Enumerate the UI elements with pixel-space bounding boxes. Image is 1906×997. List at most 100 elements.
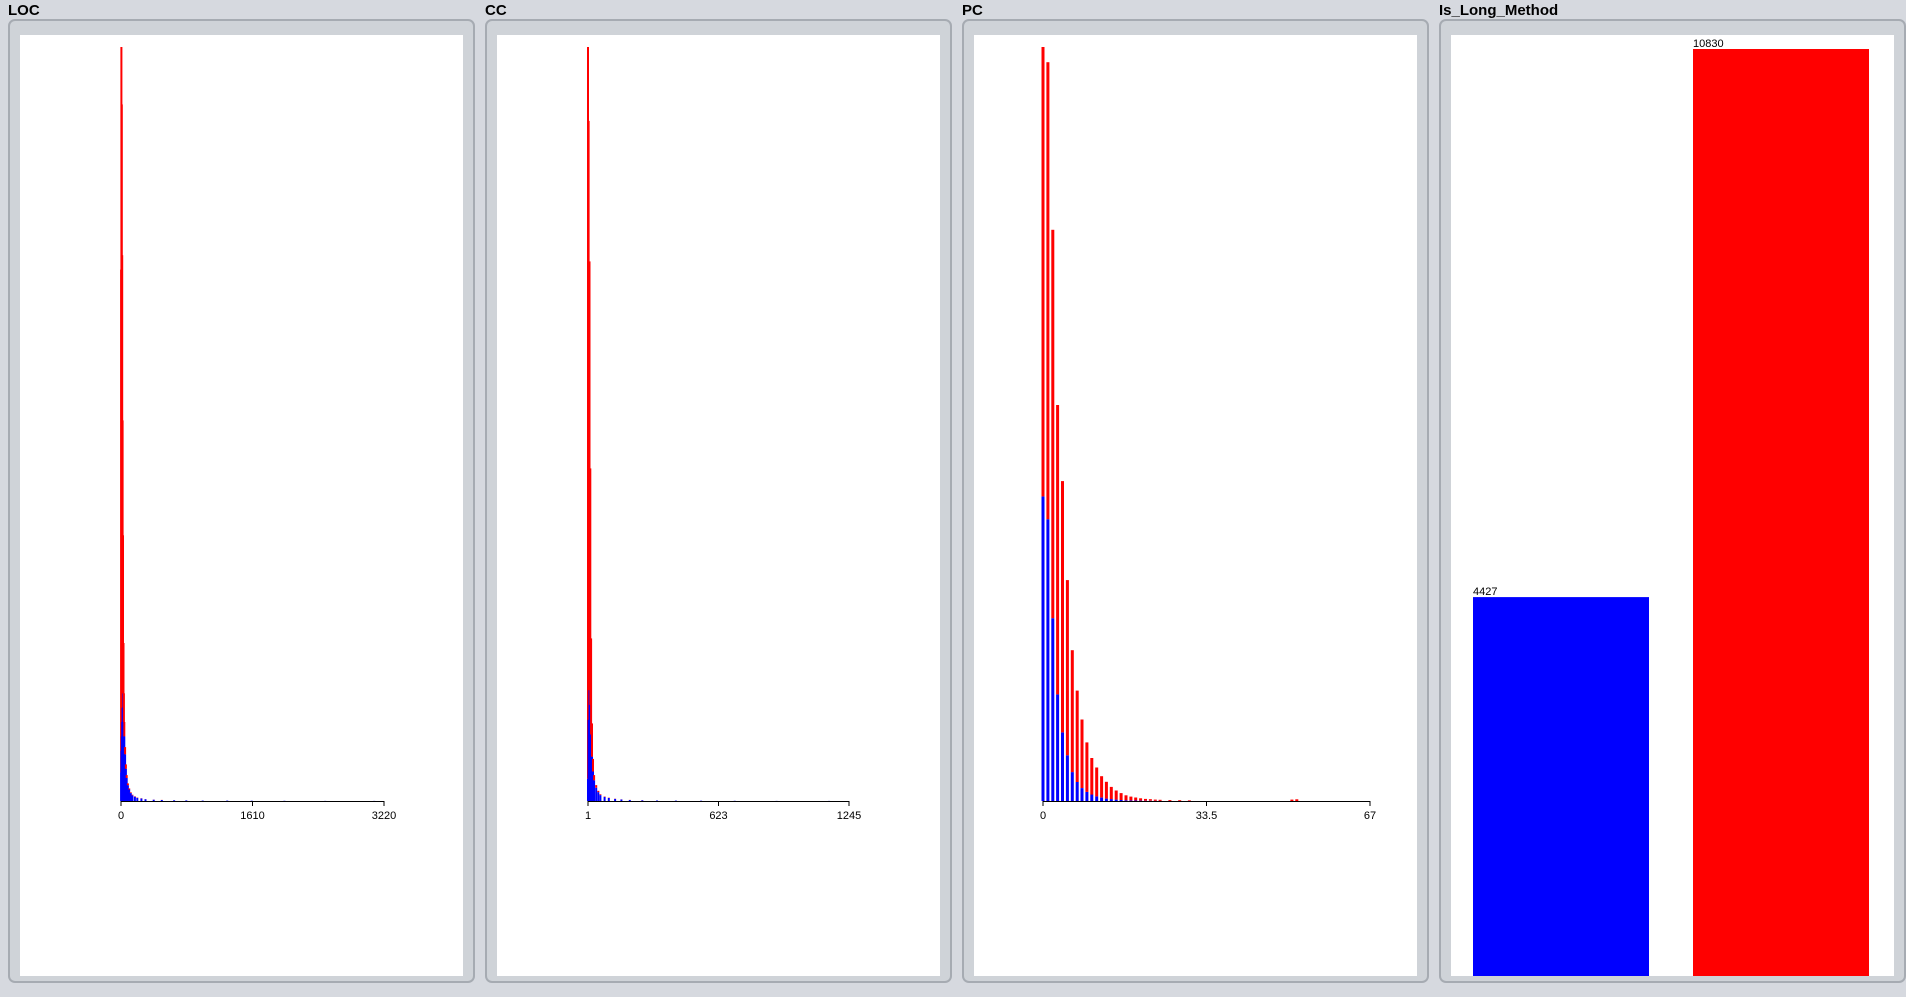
histogram-bar-red [599, 794, 602, 795]
histogram-bar-blue [607, 798, 610, 801]
panel-is-long-method: Is_Long_Method 4427 10830 [1437, 0, 1906, 997]
is-long-method-bar-chart: 4427 10830 [1473, 38, 1869, 976]
panel-title-is-long-method: Is_Long_Method [1439, 2, 1559, 19]
histogram-bar-blue [1065, 755, 1069, 801]
histogram-bar-red [1080, 719, 1084, 788]
histogram-bar-red [122, 643, 125, 708]
x-tick-label: 0 [1040, 810, 1046, 822]
histogram-bar-red [129, 792, 132, 794]
loc-histogram: 0 1610 3220 [118, 47, 396, 822]
histogram-bar-red [1158, 799, 1162, 801]
histogram-bar-blue [603, 796, 606, 801]
histogram-bar-blue [1070, 772, 1074, 801]
histogram-bar-blue [1085, 791, 1089, 801]
panel-pc: PC 0 33.5 67 [960, 0, 1439, 997]
histogram-bar-blue [1129, 800, 1133, 801]
histogram-bar-blue [133, 796, 136, 801]
histogram-bar-blue [1109, 799, 1113, 801]
histogram-bars [587, 47, 831, 801]
histogram-bar-red [1104, 781, 1108, 799]
histogram-bar-red [125, 775, 128, 778]
histogram-bar-red [1041, 47, 1045, 497]
histogram-bar-red [1187, 800, 1191, 801]
histogram-bar-red [1100, 776, 1104, 798]
panel-frame-loc: 0 1610 3220 [8, 19, 475, 983]
histogram-bar-red [131, 794, 134, 796]
histogram-bar-blue [620, 799, 623, 801]
histogram-bar-red [597, 790, 600, 793]
histogram-bars [1041, 47, 1299, 801]
panel-frame-pc: 0 33.5 67 [962, 19, 1429, 983]
histogram-bar-red [1109, 786, 1113, 800]
x-tick-label: 33.5 [1196, 810, 1217, 822]
histogram-bar-blue [1061, 732, 1064, 801]
panel-title-pc: PC [962, 2, 983, 19]
histogram-bar-red [595, 785, 598, 788]
panel-loc: LOC 0 1610 3220 [6, 0, 485, 997]
histogram-bar-blue [1046, 519, 1050, 801]
histogram-bar-blue [152, 799, 155, 801]
histogram-bar-red [1095, 767, 1099, 797]
histogram-bar-red [1148, 799, 1152, 801]
histogram-bar-blue [1056, 694, 1060, 801]
histogram-bar-blue [129, 793, 132, 801]
x-tick-label: 1245 [837, 810, 861, 822]
histogram-bar-red [590, 638, 593, 735]
histogram-bars [120, 47, 376, 801]
histogram-bar-blue [131, 795, 134, 801]
histogram-bar-blue [128, 789, 131, 801]
histogram-bar-blue [1041, 496, 1045, 801]
histogram-bar-red [1290, 799, 1294, 801]
histogram-bar-red [1114, 790, 1118, 800]
histogram-bar-blue [1090, 794, 1094, 801]
histogram-bar-red [1134, 797, 1138, 801]
histogram-bar-blue [160, 800, 163, 801]
histogram-bar-red [122, 693, 125, 722]
x-tick-label: 1610 [240, 810, 264, 822]
histogram-bar-red [1090, 758, 1094, 795]
x-tick-label: 623 [709, 810, 727, 822]
x-tick-label: 0 [118, 810, 124, 822]
histogram-bar-red [1075, 690, 1079, 782]
histogram-bar-red [592, 758, 594, 772]
bar-red [1693, 49, 1869, 976]
histogram-bar-red [589, 468, 592, 705]
panel-title-cc: CC [485, 2, 507, 19]
histogram-bar-blue [628, 800, 631, 801]
x-tick-label: 1 [585, 810, 591, 822]
histogram-bar-blue [185, 800, 188, 801]
histogram-bar-red [128, 788, 131, 790]
histogram-bar-red [1124, 795, 1128, 801]
histogram-bar-red [593, 775, 596, 781]
histogram-plot-area: 1 623 1245 [497, 35, 940, 976]
histogram-bar-blue [1134, 800, 1138, 801]
histogram-bar-blue [599, 795, 602, 801]
histogram-bar-red [1070, 650, 1074, 773]
x-tick-label: 67 [1364, 810, 1376, 822]
histogram-bar-red [1051, 229, 1055, 619]
histogram-bar-blue [1124, 800, 1128, 801]
histogram-bar-blue [597, 792, 600, 801]
cc-histogram: 1 623 1245 [585, 47, 861, 822]
pc-histogram: 0 33.5 67 [1040, 47, 1376, 822]
x-tick-label: 3220 [372, 810, 396, 822]
histogram-bar-blue [1080, 788, 1084, 801]
histogram-plot-area: 0 1610 3220 [20, 35, 463, 976]
histogram-bar-red [1144, 798, 1147, 801]
histogram-bar-red [1085, 742, 1089, 792]
histogram-bar-blue [641, 800, 644, 801]
histogram-bar-blue [136, 797, 139, 801]
histogram-bar-blue [125, 778, 128, 801]
histogram-bar-blue [144, 799, 147, 801]
histogram-bar-red [124, 764, 127, 769]
panel-frame-is-long-method: 4427 10830 [1439, 19, 1906, 983]
histogram-bar-blue [656, 800, 658, 801]
histogram-bar-blue [614, 798, 617, 801]
histogram-bar-blue [595, 787, 598, 801]
histogram-bar-blue [1104, 798, 1108, 801]
histogram-bar-red [124, 747, 127, 755]
histogram-bar-blue [140, 798, 143, 801]
histogram-bar-red [591, 723, 593, 757]
histogram-bar-red [1168, 800, 1172, 801]
